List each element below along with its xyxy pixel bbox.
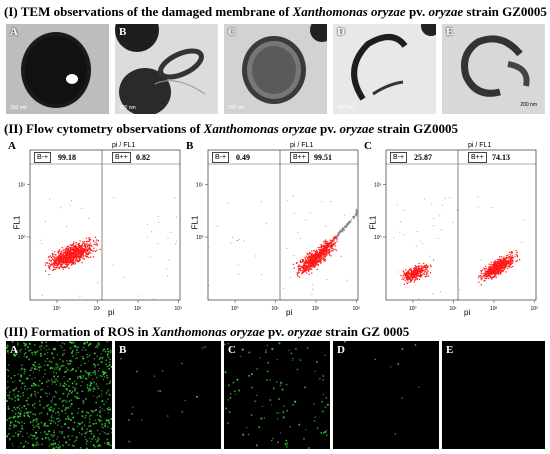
ros-image-a: A bbox=[6, 341, 112, 449]
flow-xlabel-b: pi bbox=[286, 308, 293, 317]
svg-text:10¹: 10¹ bbox=[94, 306, 102, 312]
ros-image-e: E bbox=[442, 341, 545, 449]
svg-text:10⁰: 10⁰ bbox=[196, 235, 204, 241]
ros-image-c: C bbox=[224, 341, 330, 449]
quadrant-right-box-b: B++ bbox=[290, 152, 309, 163]
quadrant-right-box-a: B++ bbox=[112, 152, 131, 163]
tem-label-e: E bbox=[446, 26, 454, 38]
flow-plot-area-c: 10⁰ 10¹ 10² 10³ 10⁰ 10¹ bbox=[374, 149, 539, 312]
tem-image-e: E 200 nm bbox=[442, 24, 545, 114]
flow-plot-area-a: 10⁰ 10¹ 10² 10³ 10⁰ 10¹ bbox=[18, 149, 183, 312]
tem-scale-b: 200 nm bbox=[119, 105, 136, 111]
quadrant-right-box-c: B++ bbox=[468, 152, 487, 163]
flow-title-c: pi / FL1 bbox=[468, 142, 492, 149]
svg-text:10¹: 10¹ bbox=[272, 306, 280, 312]
ros-label-a: A bbox=[10, 344, 18, 356]
tem-label-b: B bbox=[119, 26, 127, 38]
flow-plot-b: B pi / FL1 FL1 pi 10⁰ 10¹ 10² 10³ 10⁰ 10¹ B-+… bbox=[186, 140, 366, 320]
ros-image-b: B bbox=[115, 341, 221, 449]
svg-text:10¹: 10¹ bbox=[18, 183, 26, 189]
section-2-heading: (II) Flow cytometry observations of Xant… bbox=[4, 121, 458, 136]
tem-image-b: B 200 nm bbox=[115, 24, 218, 114]
section-3-heading: (III) Formation of ROS in Xanthomonas or… bbox=[4, 324, 410, 339]
tem-scale-e: 200 nm bbox=[520, 102, 537, 108]
ros-label-b: B bbox=[119, 344, 127, 356]
svg-text:10¹: 10¹ bbox=[196, 183, 204, 189]
svg-text:10²: 10² bbox=[490, 306, 498, 312]
svg-text:10³: 10³ bbox=[531, 306, 539, 312]
tem-image-a: A 200 nm bbox=[6, 24, 109, 114]
quadrant-right-value-b: 99.51 bbox=[314, 153, 332, 162]
svg-text:10¹: 10¹ bbox=[450, 306, 458, 312]
svg-text:10⁰: 10⁰ bbox=[53, 306, 61, 312]
quadrant-left-box-b: B-+ bbox=[212, 152, 230, 163]
flow-label-c: C bbox=[364, 140, 372, 152]
flow-xlabel-a: pi bbox=[108, 308, 115, 317]
quadrant-left-box-c: B-+ bbox=[390, 152, 408, 163]
tem-image-c: C 200 nm bbox=[224, 24, 327, 114]
ros-label-d: D bbox=[337, 344, 345, 356]
ros-label-e: E bbox=[446, 344, 454, 356]
flow-title-b: pi / FL1 bbox=[290, 142, 314, 149]
ros-dots-c bbox=[224, 342, 329, 449]
tem-label-a: A bbox=[10, 26, 18, 38]
flow-label-b: B bbox=[186, 140, 194, 152]
tem-image-d: D 200 nm bbox=[333, 24, 436, 114]
svg-text:10¹: 10¹ bbox=[374, 183, 382, 189]
svg-text:10²: 10² bbox=[312, 306, 320, 312]
quadrant-right-value-a: 0.82 bbox=[136, 153, 150, 162]
ros-label-c: C bbox=[228, 344, 236, 356]
tem-scale-a: 200 nm bbox=[10, 105, 27, 111]
flow-plot-a: A pi / FL1 FL1 pi 10⁰ 10¹ 10² 10³ 10⁰ 10¹ B-+… bbox=[8, 140, 188, 320]
svg-text:10²: 10² bbox=[134, 306, 142, 312]
flow-plot-area-b: 10⁰ 10¹ 10² 10³ 10⁰ 10¹ bbox=[196, 149, 361, 312]
tem-label-d: D bbox=[337, 26, 345, 38]
svg-text:10⁰: 10⁰ bbox=[18, 235, 26, 241]
flow-xlabel-c: pi bbox=[464, 308, 471, 317]
quadrant-left-value-a: 99.18 bbox=[58, 153, 76, 162]
ros-image-d: D bbox=[333, 341, 439, 449]
quadrant-left-value-b: 0.49 bbox=[236, 153, 250, 162]
flow-title-a: pi / FL1 bbox=[112, 142, 136, 149]
svg-text:10⁰: 10⁰ bbox=[231, 306, 239, 312]
flow-plot-c: C pi / FL1 FL1 pi 10⁰ 10¹ 10² 10³ 10⁰ 10¹ B-+… bbox=[364, 140, 544, 320]
svg-text:10⁰: 10⁰ bbox=[374, 235, 382, 241]
flow-label-a: A bbox=[8, 140, 16, 152]
tem-scale-d: 200 nm bbox=[337, 105, 354, 111]
quadrant-left-box-a: B-+ bbox=[34, 152, 52, 163]
ros-dots-d bbox=[343, 341, 420, 435]
svg-text:10³: 10³ bbox=[175, 306, 183, 312]
section-1-heading: (I) TEM observations of the damaged memb… bbox=[4, 4, 547, 19]
tem-scale-c: 200 nm bbox=[228, 105, 245, 111]
svg-text:10³: 10³ bbox=[353, 306, 361, 312]
tem-label-c: C bbox=[228, 26, 236, 38]
quadrant-left-value-c: 25.87 bbox=[414, 153, 432, 162]
ros-dots-e bbox=[442, 341, 545, 449]
quadrant-right-value-c: 74.13 bbox=[492, 153, 510, 162]
ros-dots-b bbox=[120, 346, 207, 443]
ros-dots-a bbox=[6, 341, 112, 449]
svg-text:10⁰: 10⁰ bbox=[409, 306, 417, 312]
